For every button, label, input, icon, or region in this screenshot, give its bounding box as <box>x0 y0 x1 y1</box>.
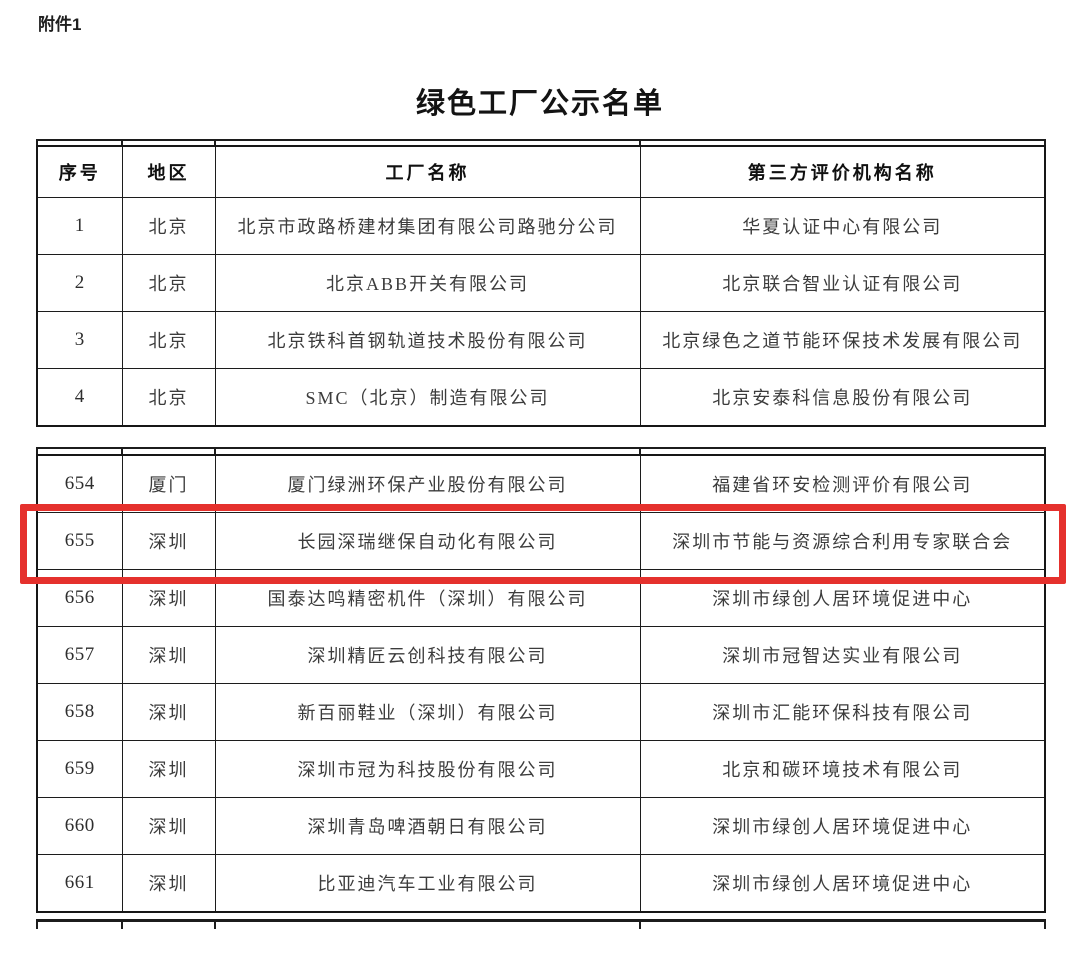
cell-agency: 北京安泰科信息股份有限公司 <box>639 368 1046 427</box>
cell-agency: 深圳市绿创人居环境促进中心 <box>639 854 1046 913</box>
table-header-row: 序号 地区 工厂名称 第三方评价机构名称 <box>36 145 1046 198</box>
table-row: 658 深圳 新百丽鞋业（深圳）有限公司 深圳市汇能环保科技有限公司 <box>36 683 1046 741</box>
table-row: 1 北京 北京市政路桥建材集团有限公司路驰分公司 华夏认证中心有限公司 <box>36 197 1046 255</box>
cell-region: 深圳 <box>121 512 216 570</box>
table-crop-line-middle <box>36 447 1046 449</box>
column-header-region: 地区 <box>121 145 216 198</box>
table-row: 657 深圳 深圳精匠云创科技有限公司 深圳市冠智达实业有限公司 <box>36 626 1046 684</box>
table-crop-stub <box>214 919 216 929</box>
column-header-agency: 第三方评价机构名称 <box>639 145 1046 198</box>
table-crop-stub <box>36 139 38 145</box>
table-crop-stub <box>36 919 38 929</box>
table-row: 661 深圳 比亚迪汽车工业有限公司 深圳市绿创人居环境促进中心 <box>36 854 1046 913</box>
table-crop-stub <box>121 139 123 145</box>
table-row: 3 北京 北京铁科首钢轨道技术股份有限公司 北京绿色之道节能环保技术发展有限公司 <box>36 311 1046 369</box>
cell-index: 657 <box>36 626 123 684</box>
cell-index: 661 <box>36 854 123 913</box>
cell-region: 北京 <box>121 311 216 369</box>
cell-agency: 深圳市冠智达实业有限公司 <box>639 626 1046 684</box>
green-factory-table-top: 序号 地区 工厂名称 第三方评价机构名称 1 北京 北京市政路桥建材集团有限公司路驰… <box>36 145 1046 427</box>
table-crop-stub <box>639 447 641 455</box>
cell-region: 深圳 <box>121 683 216 741</box>
cell-factory: SMC（北京）制造有限公司 <box>214 368 641 427</box>
cell-factory: 新百丽鞋业（深圳）有限公司 <box>214 683 641 741</box>
column-header-index: 序号 <box>36 145 123 198</box>
table-row: 659 深圳 深圳市冠为科技股份有限公司 北京和碳环境技术有限公司 <box>36 740 1046 798</box>
highlight-box <box>20 504 1066 584</box>
table-crop-stub <box>214 139 216 145</box>
cell-region: 北京 <box>121 197 216 255</box>
table-row: 4 北京 SMC（北京）制造有限公司 北京安泰科信息股份有限公司 <box>36 368 1046 427</box>
cell-factory: 比亚迪汽车工业有限公司 <box>214 854 641 913</box>
cell-agency: 华夏认证中心有限公司 <box>639 197 1046 255</box>
cell-index: 660 <box>36 797 123 855</box>
cell-factory: 北京ABB开关有限公司 <box>214 254 641 312</box>
cell-region: 厦门 <box>121 454 216 513</box>
cell-index: 4 <box>36 368 123 427</box>
table-crop-stub <box>121 919 123 929</box>
table-segment-top: 序号 地区 工厂名称 第三方评价机构名称 1 北京 北京市政路桥建材集团有限公司路驰… <box>36 145 1046 427</box>
cell-factory: 厦门绿洲环保产业股份有限公司 <box>214 454 641 513</box>
cell-factory: 北京市政路桥建材集团有限公司路驰分公司 <box>214 197 641 255</box>
table-row: 2 北京 北京ABB开关有限公司 北京联合智业认证有限公司 <box>36 254 1046 312</box>
cell-agency: 北京联合智业认证有限公司 <box>639 254 1046 312</box>
cell-index: 659 <box>36 740 123 798</box>
column-header-factory: 工厂名称 <box>214 145 641 198</box>
cell-agency: 深圳市汇能环保科技有限公司 <box>639 683 1046 741</box>
table-crop-stub <box>36 447 38 455</box>
table-crop-stub <box>639 919 641 929</box>
cell-region: 深圳 <box>121 740 216 798</box>
cell-factory: 深圳精匠云创科技有限公司 <box>214 626 641 684</box>
table-row: 660 深圳 深圳青岛啤酒朝日有限公司 深圳市绿创人居环境促进中心 <box>36 797 1046 855</box>
table-segment-bottom: 654 厦门 厦门绿洲环保产业股份有限公司 福建省环安检测评价有限公司 655 深圳 长园深… <box>36 454 1046 913</box>
cell-factory: 深圳青岛啤酒朝日有限公司 <box>214 797 641 855</box>
table-crop-stub <box>214 447 216 455</box>
cell-index: 2 <box>36 254 123 312</box>
table-crop-stub <box>1044 919 1046 929</box>
green-factory-table-bottom: 654 厦门 厦门绿洲环保产业股份有限公司 福建省环安检测评价有限公司 655 深圳 长园深… <box>36 454 1046 913</box>
cell-region: 北京 <box>121 254 216 312</box>
cell-factory: 北京铁科首钢轨道技术股份有限公司 <box>214 311 641 369</box>
cell-agency: 北京绿色之道节能环保技术发展有限公司 <box>639 311 1046 369</box>
cell-index: 1 <box>36 197 123 255</box>
cell-agency: 北京和碳环境技术有限公司 <box>639 740 1046 798</box>
cell-index: 654 <box>36 454 123 513</box>
attachment-label: 附件1 <box>38 15 82 34</box>
table-crop-stub <box>639 139 641 145</box>
cell-region: 北京 <box>121 368 216 427</box>
table-crop-stub <box>1044 447 1046 455</box>
cell-region: 深圳 <box>121 854 216 913</box>
cell-agency: 深圳市绿创人居环境促进中心 <box>639 797 1046 855</box>
table-crop-line-bottom <box>36 919 1046 922</box>
table-crop-stub <box>1044 139 1046 145</box>
table-row: 654 厦门 厦门绿洲环保产业股份有限公司 福建省环安检测评价有限公司 <box>36 454 1046 513</box>
table-crop-line-top <box>36 139 1046 141</box>
page-title: 绿色工厂公示名单 <box>415 88 664 120</box>
cell-agency: 福建省环安检测评价有限公司 <box>639 454 1046 513</box>
cell-factory: 长园深瑞继保自动化有限公司 <box>214 512 641 570</box>
cell-region: 深圳 <box>121 626 216 684</box>
table-crop-stub <box>121 447 123 455</box>
cell-factory: 深圳市冠为科技股份有限公司 <box>214 740 641 798</box>
cell-index: 3 <box>36 311 123 369</box>
cell-index: 658 <box>36 683 123 741</box>
cell-region: 深圳 <box>121 797 216 855</box>
